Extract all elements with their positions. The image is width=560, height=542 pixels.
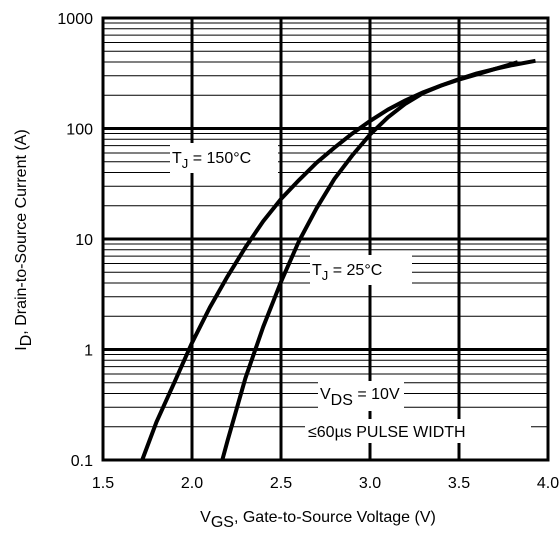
x-axis-title: VGS, Gate-to-Source Voltage (V)	[200, 509, 436, 531]
y-axis-title-sub: D	[18, 335, 35, 347]
series-label-25c-text: TJ = 25°C	[312, 262, 382, 283]
y-tick-label: 100	[66, 122, 93, 139]
series-label-150c-rest: = 150°C	[188, 150, 251, 167]
x-tick-label: 3.0	[359, 475, 381, 492]
series-label-25c: TJ = 25°C	[310, 255, 412, 285]
x-tick-label: 3.5	[448, 475, 470, 492]
x-axis-title-sub: GS	[211, 514, 234, 531]
x-axis-title-rest: , Gate-to-Source Voltage (V)	[234, 509, 436, 526]
y-axis-title-rest: , Drain-to-Source Current (A)	[13, 129, 30, 334]
annotation-vds-sub: DS	[331, 392, 353, 409]
x-tick-label: 2.5	[270, 475, 292, 492]
annotation-vds: VDS = 10V	[318, 381, 404, 411]
series-label-150c: TJ = 150°C	[170, 143, 278, 173]
y-tick-label: 1000	[57, 11, 93, 28]
tick-labels: 1.5 2.0 2.5 3.0 3.5 4.0 0.1 1 10 100 1000	[57, 11, 559, 492]
y-axis-title-main: I	[13, 346, 30, 350]
y-tick-label: 0.1	[71, 453, 93, 470]
series-label-150c-sub: J	[182, 156, 189, 171]
y-axis-title: ID, Drain-to-Source Current (A)	[13, 129, 35, 350]
y-tick-label: 10	[75, 232, 93, 249]
annotation-vds-rest: = 10V	[353, 386, 400, 403]
x-axis-title-main: V	[200, 509, 211, 526]
series-label-150c-main: T	[172, 150, 182, 167]
annotation-vds-text: VDS = 10V	[320, 386, 400, 409]
annotation-pulse-width-bg	[305, 419, 531, 443]
series-label-25c-sub: J	[322, 268, 329, 283]
series-layer	[140, 58, 536, 461]
series-label-150c-bg	[170, 143, 278, 173]
series-label-150c-text: TJ = 150°C	[172, 150, 251, 171]
series-label-25c-rest: = 25°C	[328, 262, 382, 279]
annotation-vds-main: V	[320, 386, 331, 403]
x-tick-label: 1.5	[92, 475, 114, 492]
series-label-25c-main: T	[312, 262, 322, 279]
annotation-pulse-width-text: ≤60µs PULSE WIDTH	[308, 424, 466, 441]
x-tick-label: 4.0	[537, 475, 559, 492]
x-tick-label: 2.0	[181, 475, 203, 492]
plot-frame	[101, 16, 550, 462]
series-line-25c	[220, 58, 536, 461]
annotation-vds-bg	[318, 381, 404, 411]
series-label-25c-bg	[310, 255, 412, 285]
y-tick-label: 1	[84, 343, 93, 360]
annotation-pulse-width: ≤60µs PULSE WIDTH	[305, 419, 531, 443]
